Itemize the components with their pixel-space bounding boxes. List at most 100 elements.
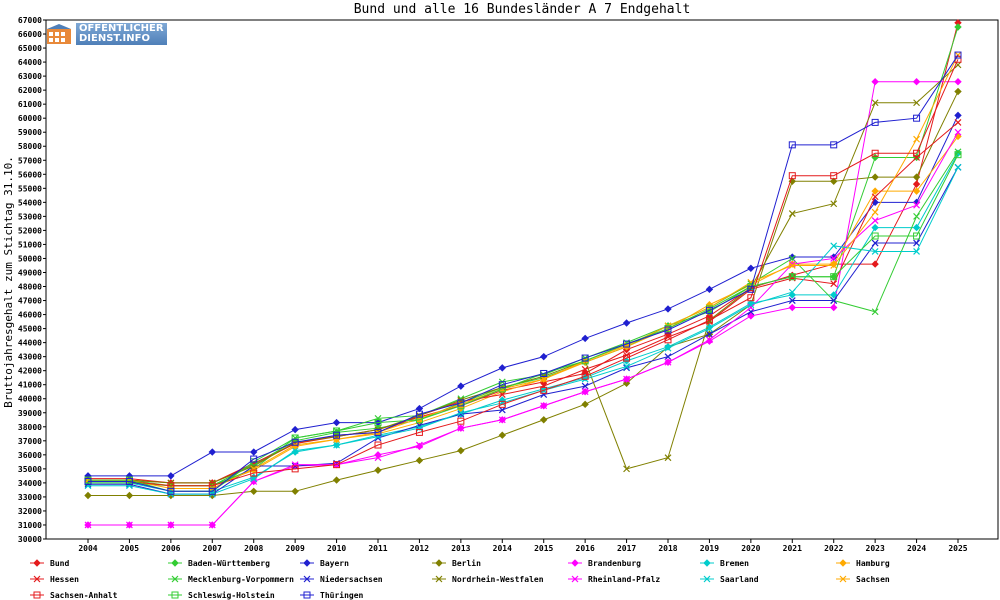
x-tick-label: 2011 [368,544,387,553]
data-point [415,428,423,436]
data-point [250,448,258,456]
data-point [498,400,506,408]
series-line [88,64,959,484]
series-group [84,51,962,495]
data-point [664,326,672,334]
x-tick-label: 2021 [783,544,802,553]
legend-marker [171,575,179,583]
data-point [913,99,920,107]
data-point [913,232,921,240]
series-line [88,151,959,487]
legend-item: Niedersachsen [300,574,383,584]
data-point [333,427,341,435]
data-point [706,325,713,333]
data-point [705,285,714,294]
data-point [540,402,548,410]
data-point [250,455,258,463]
data-point [84,491,92,500]
legend-label: Berlin [452,558,481,568]
data-point [788,172,796,180]
data-point [705,306,713,314]
data-point [871,78,879,86]
y-tick-label: 61000 [18,100,42,109]
series-line [88,59,959,487]
x-tick-label: 2009 [286,544,305,553]
data-point [871,223,879,232]
y-tick-label: 49000 [18,268,42,277]
legend-marker [303,591,311,599]
x-tick-label: 2023 [866,544,885,553]
data-point [332,476,341,484]
data-point [457,424,465,432]
data-point [830,200,838,208]
data-point [540,386,548,394]
legend-marker [33,591,41,599]
data-point [788,273,796,281]
data-point [871,248,879,255]
legend-marker [33,559,41,567]
data-point [912,180,921,188]
legend-item: Sachsen-Anhalt [30,591,118,600]
data-point [291,425,299,434]
series-group [84,128,962,529]
data-point [871,208,879,216]
data-point [706,336,713,344]
data-point [830,291,838,299]
data-point [912,223,921,232]
data-point [954,151,962,159]
data-point [664,305,672,313]
publisher-logo: ÖFFENTLICHER DIENST.INFO [46,22,167,46]
data-point [540,416,548,424]
data-point [830,297,838,304]
x-axis: 2004 2005 2006 2007 2008 2009 2010 2011 2012 2013… [78,539,968,553]
data-point [830,177,838,186]
legend-item: Nordrhein-Westfalen [432,574,544,584]
y-tick-label: 56000 [18,170,42,179]
series-group [84,149,962,496]
series-group [84,78,962,529]
y-tick-label: 52000 [18,226,42,235]
legend-item: Bayern [300,559,349,568]
data-point [374,466,382,474]
data-point [912,173,921,181]
series-line [88,115,959,477]
data-point [913,135,920,143]
data-point [871,149,879,157]
x-tick-label: 2025 [948,544,967,553]
y-tick-label: 64000 [18,58,42,67]
data-point [167,487,175,495]
data-point [291,465,299,473]
legend-item: Bremen [700,559,749,568]
series-group [84,23,962,490]
x-tick-label: 2018 [658,544,677,553]
data-point [913,114,921,122]
data-point [125,477,133,485]
data-point [912,187,921,195]
y-tick-label: 44000 [18,339,42,348]
data-point [457,417,465,425]
data-point [332,418,341,427]
data-point [291,447,299,455]
data-point [913,154,920,161]
data-point [581,388,589,396]
data-point [125,491,134,500]
series-group [84,51,962,492]
legend-label: Niedersachsen [320,574,383,584]
legend-item: Sachsen [836,575,890,584]
legend-item: Hessen [30,575,79,584]
data-point [581,382,589,390]
legend-marker [171,559,179,567]
legend-label: Thüringen [320,590,364,600]
data-point [374,428,382,436]
legend-label: Baden-Württemberg [188,559,270,568]
data-point [416,424,423,432]
data-point [830,280,838,288]
y-tick-label: 58000 [18,142,42,151]
series-group [84,55,962,490]
series-line [88,122,959,484]
y-tick-label: 60000 [18,114,42,123]
data-point [954,118,962,126]
data-point [623,363,630,370]
legend-label: Schleswig-Holstein [188,590,275,600]
data-point [913,212,920,220]
